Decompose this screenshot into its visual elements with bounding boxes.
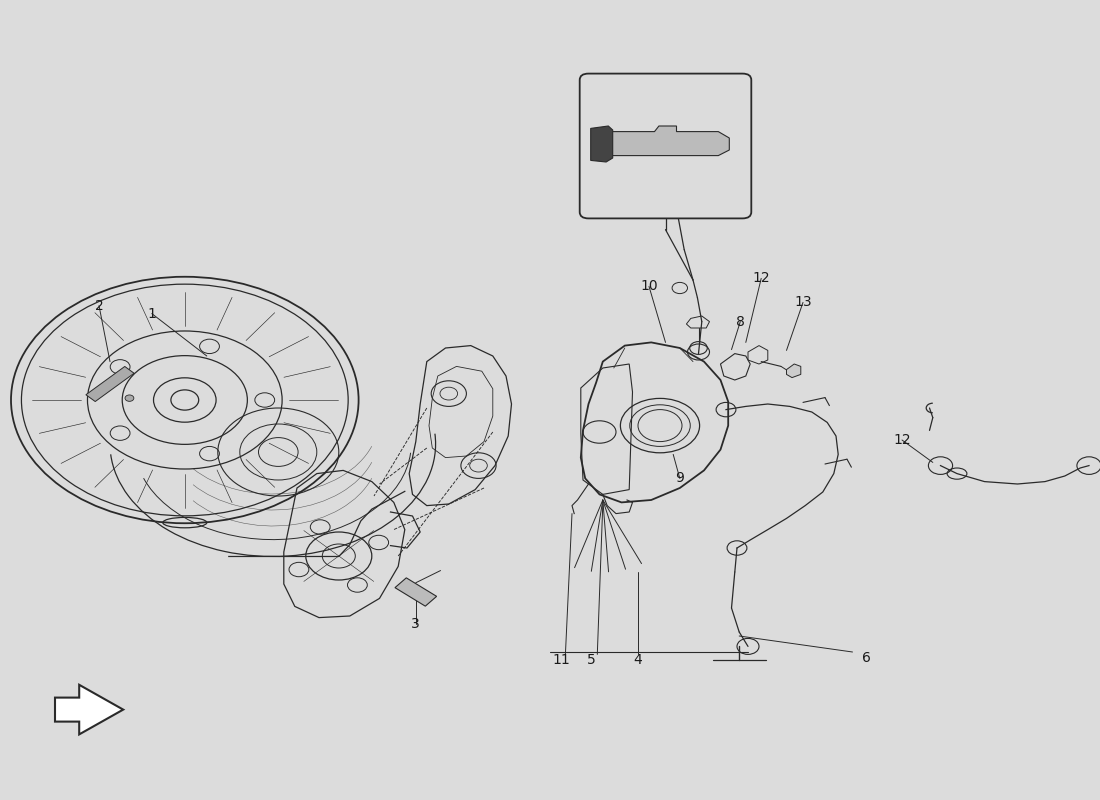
Text: 10: 10 [640, 279, 658, 294]
Polygon shape [395, 578, 437, 606]
Polygon shape [591, 126, 613, 162]
Text: 4: 4 [634, 653, 642, 667]
Text: 11: 11 [552, 653, 570, 667]
Text: 12: 12 [752, 271, 770, 286]
Polygon shape [786, 364, 801, 378]
Text: 9: 9 [675, 471, 684, 486]
Text: 15: 15 [670, 87, 688, 102]
Text: 2: 2 [95, 298, 103, 313]
Text: 12: 12 [893, 433, 911, 447]
Text: 5: 5 [587, 653, 596, 667]
FancyBboxPatch shape [580, 74, 751, 218]
Polygon shape [55, 685, 123, 734]
Circle shape [125, 395, 134, 402]
Text: 6: 6 [862, 650, 871, 665]
Text: 1: 1 [147, 306, 156, 321]
Polygon shape [613, 126, 729, 155]
Polygon shape [86, 366, 134, 402]
Circle shape [718, 136, 740, 152]
Text: 3: 3 [411, 617, 420, 631]
Text: 13: 13 [794, 295, 812, 310]
Text: 8: 8 [736, 314, 745, 329]
